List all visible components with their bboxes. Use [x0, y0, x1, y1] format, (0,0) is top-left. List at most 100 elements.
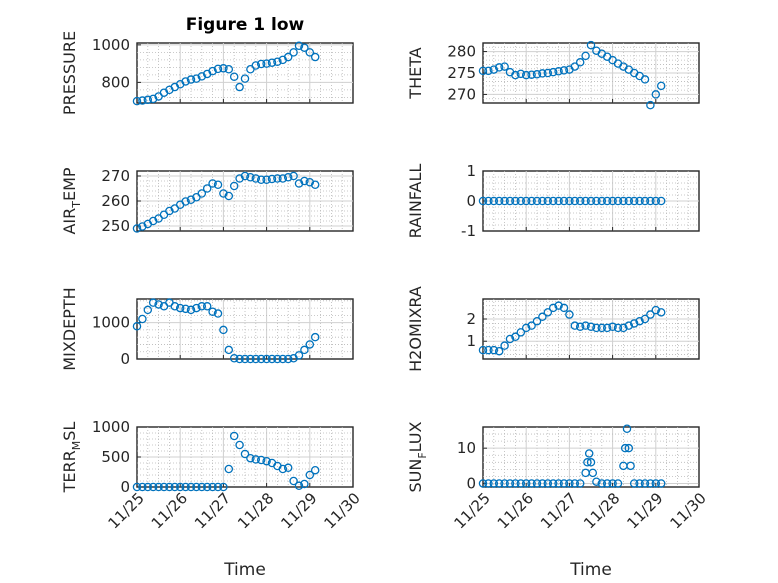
data-point [300, 479, 309, 489]
data-point [554, 479, 563, 488]
data-point [478, 196, 488, 206]
x-tick-label: 11/29 [623, 489, 666, 532]
data-point [192, 74, 201, 83]
data-point [624, 443, 634, 453]
data-point [267, 174, 277, 184]
y-axis-label: SUNFLUX [406, 421, 429, 492]
data-point [289, 171, 298, 181]
data-point [213, 64, 223, 74]
data-series [132, 41, 320, 106]
data-point [646, 100, 655, 110]
grid-lines [483, 43, 699, 103]
data-point [651, 479, 661, 488]
data-point [554, 301, 563, 310]
data-point [505, 196, 515, 206]
data-point [165, 482, 174, 492]
data-point [251, 61, 261, 70]
y-tick-label: 275 [447, 64, 476, 82]
data-point [251, 174, 261, 183]
data-point [624, 321, 634, 330]
data-point [613, 196, 623, 206]
data-point [619, 323, 628, 333]
data-point [240, 354, 250, 364]
data-point [170, 302, 180, 311]
x-tick-label: 11/28 [580, 489, 623, 532]
data-point [138, 482, 147, 492]
data-point [213, 180, 223, 189]
data-point [235, 82, 244, 92]
data-point [543, 196, 553, 206]
data-series [478, 424, 666, 488]
data-point [224, 345, 234, 355]
data-point [489, 65, 499, 74]
data-point [208, 179, 217, 188]
data-point [229, 181, 239, 191]
data-point [262, 59, 271, 68]
x-tick-label: 11/27 [537, 489, 580, 532]
data-point [256, 354, 266, 364]
data-point [570, 479, 580, 488]
data-point [592, 196, 601, 206]
data-point [651, 196, 661, 206]
data-point [165, 206, 174, 216]
data-point [602, 196, 612, 206]
data-point [192, 482, 201, 492]
y-tick-label: 0 [466, 474, 476, 492]
data-point [505, 479, 515, 488]
y-axis-label: RAINFALL [406, 164, 425, 239]
data-point [532, 196, 542, 206]
data-point [170, 482, 180, 492]
y-tick-label: 1000 [92, 36, 130, 54]
data-point [310, 332, 320, 342]
data-point [494, 479, 504, 488]
data-point [229, 431, 239, 441]
y-axis-label: THETA [406, 47, 425, 99]
data-point [559, 303, 569, 313]
data-point [181, 197, 190, 206]
data-series [478, 40, 666, 110]
data-series [132, 431, 320, 492]
y-tick-label: 1 [466, 162, 476, 180]
data-point [575, 322, 585, 332]
data-point [197, 482, 207, 492]
data-point [635, 479, 644, 488]
data-point [219, 64, 228, 73]
data-point [310, 52, 320, 62]
data-point [148, 216, 158, 226]
data-point [202, 184, 212, 193]
data-point [278, 174, 288, 183]
y-tick-label: -1 [461, 222, 476, 240]
data-point [283, 354, 293, 364]
data-point [554, 196, 563, 206]
data-point [584, 449, 594, 458]
y-axis-label: TERRMSL [60, 422, 83, 494]
data-point [494, 196, 504, 206]
data-point [154, 482, 163, 492]
data-point [651, 90, 661, 99]
data-point [640, 314, 650, 324]
data-point [289, 476, 298, 486]
data-point [219, 482, 228, 492]
data-point [202, 482, 212, 492]
data-point [159, 482, 169, 492]
data-point [581, 51, 590, 61]
data-point [640, 479, 650, 488]
data-point [629, 479, 639, 488]
subplot-mixdepth: 0 1000 MIXDEPTH [60, 287, 354, 371]
data-point [583, 458, 592, 467]
data-point [294, 481, 304, 491]
data-point [213, 309, 223, 318]
data-point [294, 41, 304, 51]
data-point [132, 224, 142, 233]
data-point [511, 479, 520, 488]
x-tick-label: 11/26 [494, 489, 537, 532]
subplot-h2omixra: 1 2 H2OMIXRA [406, 286, 700, 372]
data-point [494, 346, 504, 356]
grid-lines [483, 427, 699, 487]
data-point [300, 43, 309, 52]
data-point [581, 196, 590, 206]
data-point [570, 321, 580, 330]
subplot-theta: 270 275 280 THETA [406, 40, 700, 110]
